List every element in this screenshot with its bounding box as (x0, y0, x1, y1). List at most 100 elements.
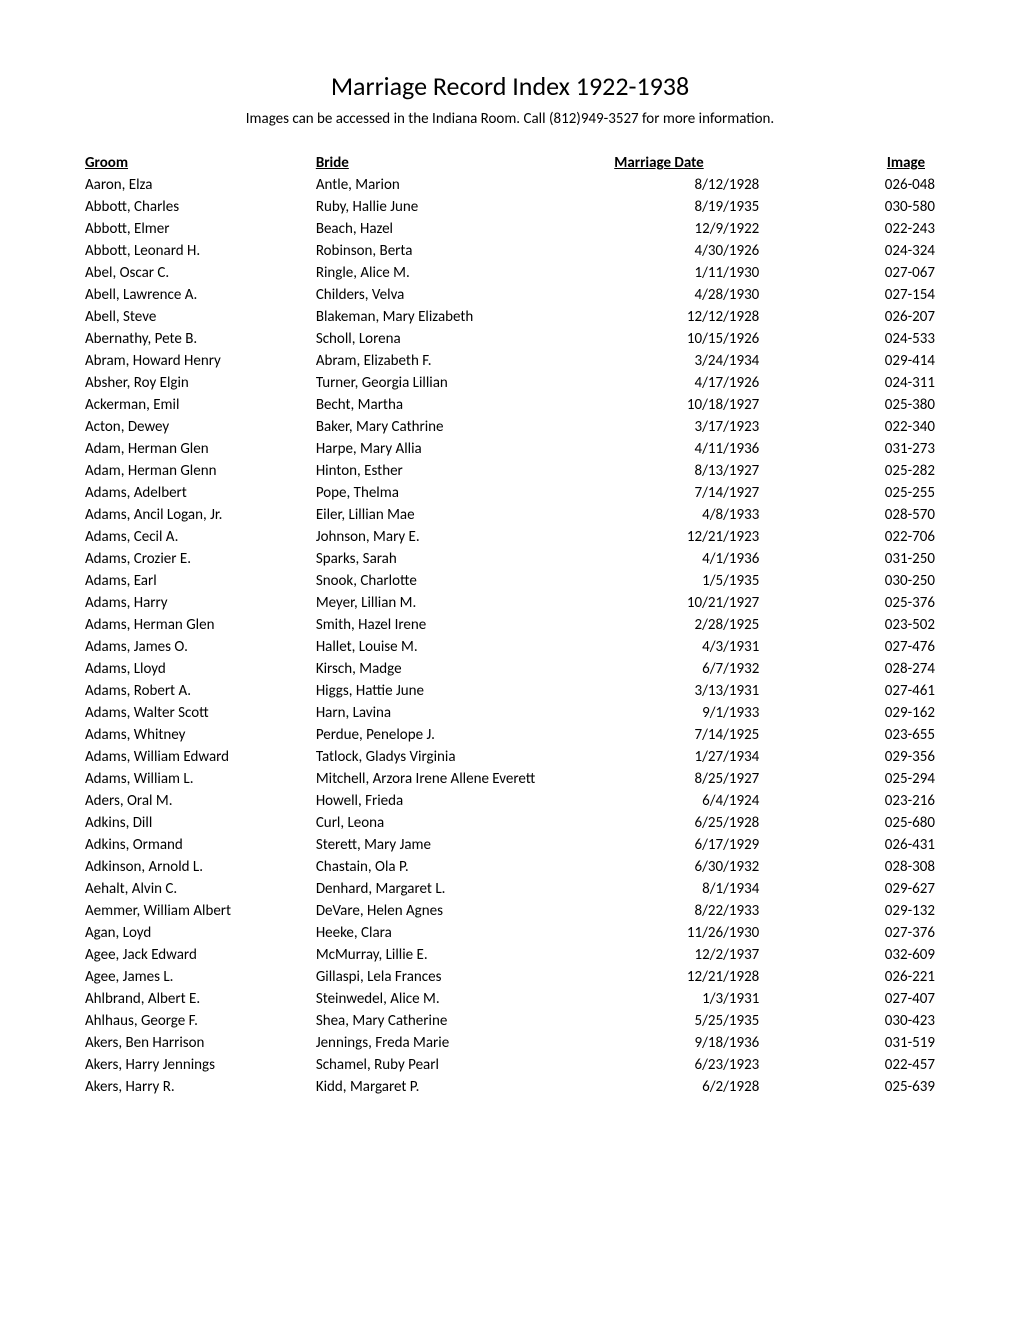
cell-groom: Aders, Oral M. (85, 790, 316, 812)
cell-bride: Ruby, Hallie June (316, 196, 594, 218)
cell-date: 6/25/1928 (594, 812, 809, 834)
cell-bride: Steinwedel, Alice M. (316, 988, 594, 1010)
cell-date: 1/27/1934 (594, 746, 809, 768)
cell-image: 028-308 (809, 856, 935, 878)
cell-groom: Adkinson, Arnold L. (85, 856, 316, 878)
cell-image: 026-048 (809, 174, 935, 196)
cell-bride: Higgs, Hattie June (316, 680, 594, 702)
cell-date: 4/3/1931 (594, 636, 809, 658)
cell-bride: Beach, Hazel (316, 218, 594, 240)
cell-date: 7/14/1925 (594, 724, 809, 746)
cell-date: 12/2/1937 (594, 944, 809, 966)
cell-image: 031-250 (809, 548, 935, 570)
cell-bride: Perdue, Penelope J. (316, 724, 594, 746)
cell-groom: Adams, Lloyd (85, 658, 316, 680)
cell-groom: Adkins, Dill (85, 812, 316, 834)
cell-date: 4/30/1926 (594, 240, 809, 262)
table-row: Abbott, ElmerBeach, Hazel12/9/1922022-24… (85, 218, 935, 240)
cell-date: 6/17/1929 (594, 834, 809, 856)
cell-bride: Jennings, Freda Marie (316, 1032, 594, 1054)
cell-date: 12/21/1923 (594, 526, 809, 548)
table-row: Adams, Ancil Logan, Jr.Eiler, Lillian Ma… (85, 504, 935, 526)
cell-date: 8/19/1935 (594, 196, 809, 218)
cell-groom: Abel, Oscar C. (85, 262, 316, 284)
cell-bride: Chastain, Ola P. (316, 856, 594, 878)
cell-bride: Harpe, Mary Allia (316, 438, 594, 460)
cell-date: 8/13/1927 (594, 460, 809, 482)
cell-date: 6/4/1924 (594, 790, 809, 812)
cell-date: 8/25/1927 (594, 768, 809, 790)
cell-bride: Hinton, Esther (316, 460, 594, 482)
cell-bride: Hallet, Louise M. (316, 636, 594, 658)
cell-date: 3/24/1934 (594, 350, 809, 372)
cell-image: 027-067 (809, 262, 935, 284)
cell-date: 8/22/1933 (594, 900, 809, 922)
cell-groom: Akers, Ben Harrison (85, 1032, 316, 1054)
table-row: Abram, Howard HenryAbram, Elizabeth F.3/… (85, 350, 935, 372)
cell-bride: Pope, Thelma (316, 482, 594, 504)
cell-image: 027-376 (809, 922, 935, 944)
cell-image: 022-340 (809, 416, 935, 438)
cell-bride: Snook, Charlotte (316, 570, 594, 592)
table-row: Adams, WhitneyPerdue, Penelope J.7/14/19… (85, 724, 935, 746)
table-row: Aders, Oral M.Howell, Frieda6/4/1924023-… (85, 790, 935, 812)
cell-bride: Turner, Georgia Lillian (316, 372, 594, 394)
cell-image: 022-243 (809, 218, 935, 240)
cell-groom: Adams, Harry (85, 592, 316, 614)
cell-bride: Sterett, Mary Jame (316, 834, 594, 856)
cell-groom: Absher, Roy Elgin (85, 372, 316, 394)
cell-bride: Blakeman, Mary Elizabeth (316, 306, 594, 328)
cell-bride: Abram, Elizabeth F. (316, 350, 594, 372)
table-header-row: Groom Bride Marriage Date Image (85, 152, 935, 174)
table-row: Adams, William L.Mitchell, Arzora Irene … (85, 768, 935, 790)
cell-image: 032-609 (809, 944, 935, 966)
cell-groom: Adams, Crozier E. (85, 548, 316, 570)
cell-date: 12/9/1922 (594, 218, 809, 240)
table-row: Adams, Crozier E.Sparks, Sarah4/1/193603… (85, 548, 935, 570)
cell-groom: Akers, Harry Jennings (85, 1054, 316, 1076)
cell-image: 029-132 (809, 900, 935, 922)
cell-groom: Adams, Cecil A. (85, 526, 316, 548)
cell-bride: Meyer, Lillian M. (316, 592, 594, 614)
cell-bride: Shea, Mary Catherine (316, 1010, 594, 1032)
cell-groom: Adams, Robert A. (85, 680, 316, 702)
cell-groom: Ahlbrand, Albert E. (85, 988, 316, 1010)
cell-image: 029-356 (809, 746, 935, 768)
table-row: Adams, Herman GlenSmith, Hazel Irene2/28… (85, 614, 935, 636)
page-title: Marriage Record Index 1922-1938 (85, 70, 935, 102)
cell-groom: Aemmer, William Albert (85, 900, 316, 922)
cell-date: 4/8/1933 (594, 504, 809, 526)
cell-bride: Mitchell, Arzora Irene Allene Everett (316, 768, 594, 790)
cell-date: 4/1/1936 (594, 548, 809, 570)
cell-bride: Robinson, Berta (316, 240, 594, 262)
cell-bride: Kirsch, Madge (316, 658, 594, 680)
cell-date: 8/12/1928 (594, 174, 809, 196)
cell-bride: Howell, Frieda (316, 790, 594, 812)
cell-image: 031-273 (809, 438, 935, 460)
cell-image: 029-627 (809, 878, 935, 900)
cell-image: 031-519 (809, 1032, 935, 1054)
table-row: Adam, Herman GlenHarpe, Mary Allia4/11/1… (85, 438, 935, 460)
cell-groom: Adam, Herman Glenn (85, 460, 316, 482)
cell-bride: Denhard, Margaret L. (316, 878, 594, 900)
column-header-groom: Groom (85, 152, 316, 174)
cell-date: 5/25/1935 (594, 1010, 809, 1032)
table-row: Aaron, ElzaAntle, Marion8/12/1928026-048 (85, 174, 935, 196)
cell-image: 029-162 (809, 702, 935, 724)
table-row: Agee, Jack EdwardMcMurray, Lillie E.12/2… (85, 944, 935, 966)
table-row: Abel, Oscar C.Ringle, Alice M.1/11/19300… (85, 262, 935, 284)
cell-bride: Childers, Velva (316, 284, 594, 306)
cell-groom: Abbott, Elmer (85, 218, 316, 240)
cell-date: 4/28/1930 (594, 284, 809, 306)
table-row: Ackerman, EmilBecht, Martha10/18/1927025… (85, 394, 935, 416)
table-row: Agan, LoydHeeke, Clara11/26/1930027-376 (85, 922, 935, 944)
cell-image: 027-461 (809, 680, 935, 702)
table-row: Akers, Harry JenningsSchamel, Ruby Pearl… (85, 1054, 935, 1076)
table-row: Aehalt, Alvin C.Denhard, Margaret L.8/1/… (85, 878, 935, 900)
table-row: Abbott, CharlesRuby, Hallie June8/19/193… (85, 196, 935, 218)
cell-bride: Sparks, Sarah (316, 548, 594, 570)
table-row: Aemmer, William AlbertDeVare, Helen Agne… (85, 900, 935, 922)
table-row: Absher, Roy ElginTurner, Georgia Lillian… (85, 372, 935, 394)
cell-image: 022-457 (809, 1054, 935, 1076)
cell-image: 023-216 (809, 790, 935, 812)
